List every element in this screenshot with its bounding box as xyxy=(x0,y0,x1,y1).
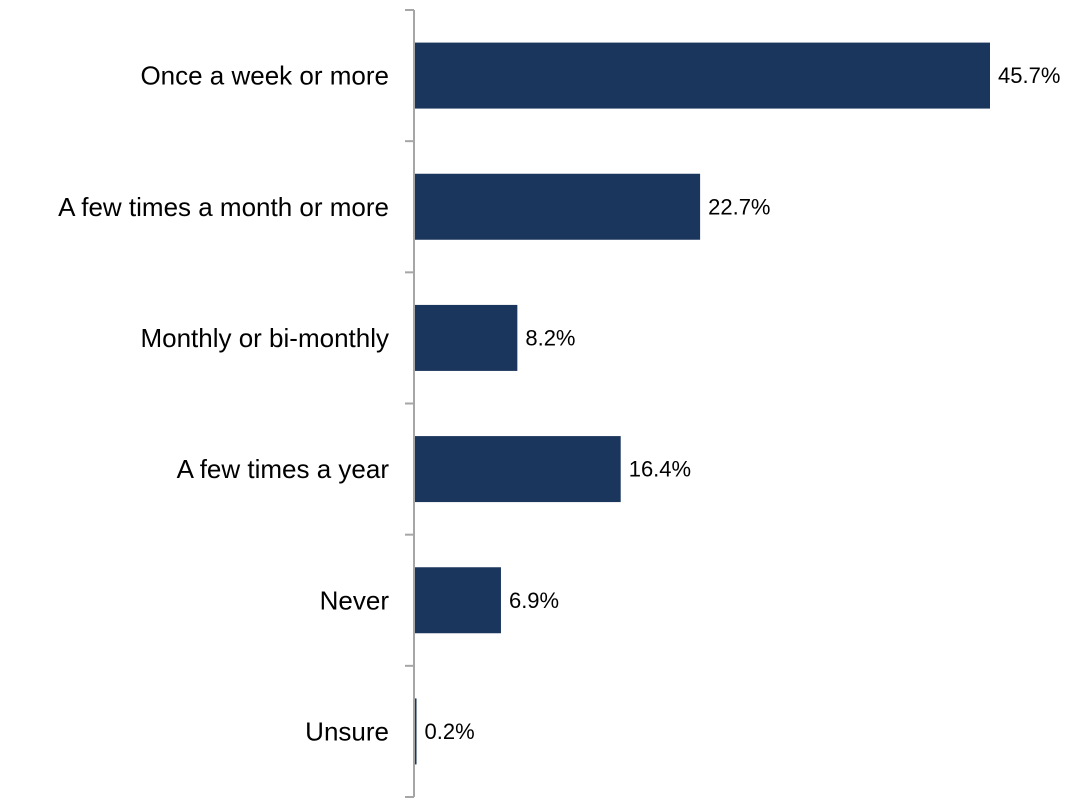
value-label: 0.2% xyxy=(425,719,475,744)
value-label: 22.7% xyxy=(708,194,770,219)
value-label: 8.2% xyxy=(525,325,575,350)
category-label: A few times a year xyxy=(177,454,390,484)
category-axis xyxy=(405,9,415,798)
bar xyxy=(414,42,990,109)
category-label: A few times a month or more xyxy=(58,192,389,222)
bar xyxy=(414,698,417,765)
bars xyxy=(414,42,990,765)
category-label: Never xyxy=(320,585,390,615)
category-labels: Once a week or more A few times a month o… xyxy=(58,61,389,747)
value-label: 45.7% xyxy=(998,63,1060,88)
bar xyxy=(414,304,518,371)
value-label: 6.9% xyxy=(509,588,559,613)
category-label: Monthly or bi-monthly xyxy=(140,323,389,353)
category-label: Unsure xyxy=(305,716,389,746)
bar xyxy=(414,567,501,634)
value-label: 16.4% xyxy=(629,457,691,482)
bar xyxy=(414,436,621,503)
category-label: Once a week or more xyxy=(140,61,389,91)
bar xyxy=(414,173,701,240)
value-labels: 45.7% 22.7% 8.2% 16.4% 6.9% 0.2% xyxy=(425,63,1061,744)
